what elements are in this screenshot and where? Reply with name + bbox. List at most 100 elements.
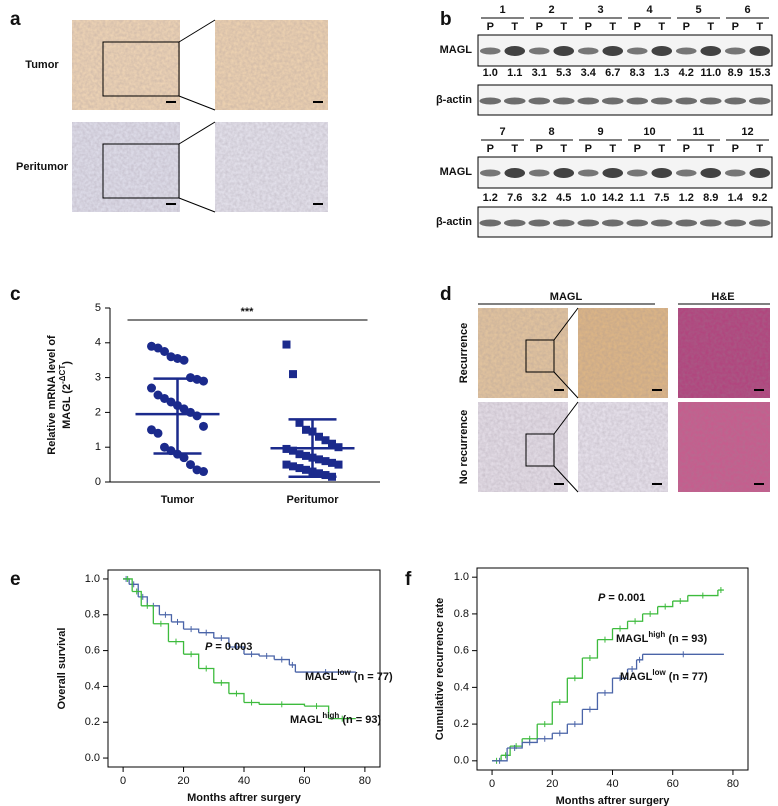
blot-band xyxy=(700,168,722,178)
survival-step xyxy=(198,667,215,683)
survival-step xyxy=(636,654,644,661)
p-text: = 0.003 xyxy=(212,641,252,653)
row-label: Recurrence xyxy=(458,323,470,384)
y-tick-label: 0.8 xyxy=(454,608,469,620)
ratio-label: 15.3 xyxy=(749,67,770,79)
x-axis-label: Months aftrer surgery xyxy=(556,795,671,806)
blot-band xyxy=(504,168,526,178)
lane-label: P xyxy=(487,143,494,155)
zoom-box xyxy=(102,143,180,199)
blot-band xyxy=(479,169,501,177)
y-tick-label: 1.0 xyxy=(454,571,469,583)
data-point xyxy=(321,436,330,445)
data-point xyxy=(295,450,304,459)
survival-step xyxy=(597,678,614,694)
zoom-line xyxy=(178,197,216,213)
y-tick-label: 1.0 xyxy=(85,573,100,585)
blot-band xyxy=(651,168,673,178)
control-band xyxy=(650,219,673,227)
series-label: MAGLlow (n = 77) xyxy=(620,668,708,683)
lane-label: T xyxy=(609,21,616,33)
ratio-label: 9.2 xyxy=(752,192,767,204)
survival-step xyxy=(627,613,644,622)
p-value: P = 0.003 xyxy=(205,641,252,653)
y-axis-label: Overall survival xyxy=(56,628,68,710)
survival-step xyxy=(132,590,142,606)
panel-letter: c xyxy=(10,284,21,305)
ratio-label: 6.7 xyxy=(605,67,620,79)
blot-label: β-actin xyxy=(436,94,472,106)
data-point xyxy=(199,421,208,431)
lane-label: P xyxy=(536,143,543,155)
survival-step xyxy=(507,742,523,749)
survival-step xyxy=(612,669,629,679)
blot-frame xyxy=(477,206,773,238)
control-band xyxy=(724,219,747,227)
control-band xyxy=(699,219,722,227)
survival-step xyxy=(537,702,553,725)
control-band xyxy=(675,219,698,227)
survival-step xyxy=(537,733,553,740)
survival-step xyxy=(501,746,511,756)
survival-step xyxy=(141,605,154,624)
lane-label: P xyxy=(683,21,690,33)
zoom-line xyxy=(178,121,216,145)
lane-label: T xyxy=(756,143,763,155)
data-point xyxy=(334,460,343,469)
y-tick-label: 0.6 xyxy=(454,645,469,657)
y-tick-label: 0.6 xyxy=(85,644,100,656)
survival-step xyxy=(171,621,185,630)
ratio-label: 1.3 xyxy=(654,67,669,79)
data-point xyxy=(295,418,304,427)
sample-label: 10 xyxy=(643,126,655,138)
survival-step xyxy=(213,637,230,648)
lane-label: T xyxy=(560,21,567,33)
zoom-line xyxy=(553,371,579,399)
data-point xyxy=(328,458,336,467)
p-symbol: P xyxy=(205,641,213,653)
blot-band xyxy=(724,47,746,55)
series-label: MAGLhigh (n = 93) xyxy=(290,711,381,726)
data-point xyxy=(282,340,291,349)
blot-band xyxy=(602,168,624,178)
ratio-label: 4.5 xyxy=(556,192,571,204)
data-point xyxy=(289,370,297,379)
zoom-line xyxy=(178,19,216,43)
survival-step xyxy=(244,701,260,705)
ratio-label: 7.5 xyxy=(654,192,669,204)
series-name: MAGL xyxy=(620,671,653,683)
y-axis-label-end: ) xyxy=(61,361,73,365)
series-label: MAGLlow (n = 77) xyxy=(305,668,393,683)
blot-band xyxy=(577,169,599,177)
control-band xyxy=(699,97,722,105)
survival-step xyxy=(228,646,245,655)
data-point xyxy=(302,465,310,474)
sample-label: 11 xyxy=(693,126,705,138)
control-band xyxy=(528,219,551,227)
ratio-label: 3.1 xyxy=(532,67,547,79)
survival-step xyxy=(244,653,260,656)
data-point xyxy=(153,428,163,438)
ratio-label: 11.0 xyxy=(700,67,721,79)
tissue-zoom-texture xyxy=(215,20,328,110)
blot-band xyxy=(528,169,550,177)
sample-label: 8 xyxy=(548,126,554,138)
series-name: MAGL xyxy=(616,633,649,645)
x-tick-label: 40 xyxy=(238,775,250,787)
ratio-label: 7.6 xyxy=(507,192,522,204)
blot-band xyxy=(504,46,526,56)
survival-step xyxy=(657,601,674,608)
data-point xyxy=(160,347,169,356)
blot-band xyxy=(675,47,697,55)
blot-frame xyxy=(477,84,773,116)
sample-label: 1 xyxy=(499,4,505,16)
data-point xyxy=(315,455,323,464)
zoom-box xyxy=(525,433,555,467)
panel-letter: a xyxy=(10,9,21,30)
survival-step xyxy=(492,747,508,762)
blot-band xyxy=(626,169,648,177)
y-axis-label: Cumulative recurrence rate xyxy=(434,598,446,740)
blot-label: β-actin xyxy=(436,216,472,228)
survival-step xyxy=(687,590,719,597)
y-tick-label: 1 xyxy=(95,441,101,453)
